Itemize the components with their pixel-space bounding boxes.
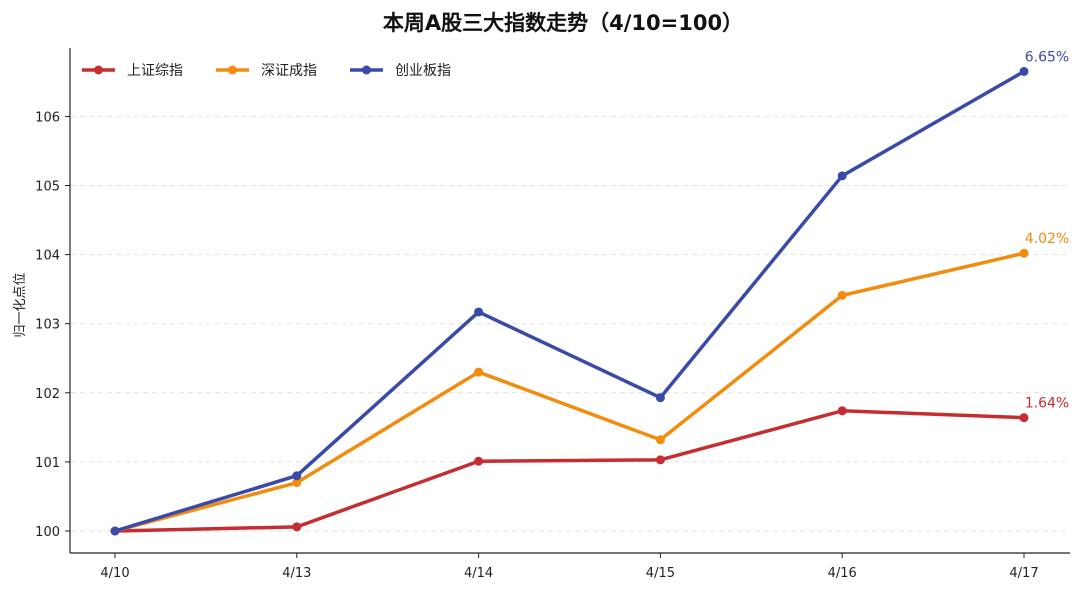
- legend: 上证综指 深证成指 创业板指: [82, 63, 451, 79]
- y-tick-label: 103: [35, 318, 60, 333]
- data-point: [292, 478, 302, 488]
- data-point: [474, 367, 484, 377]
- series-1: 1.64%: [110, 396, 1069, 536]
- data-point: [292, 522, 302, 532]
- y-axis-ticks: 100 101 102 103 104 105 106: [35, 110, 70, 540]
- data-point: [655, 435, 665, 445]
- end-change-label: 1.64%: [1025, 396, 1069, 412]
- x-tick-label: 4/14: [464, 566, 493, 581]
- x-tick-label: 4/15: [646, 566, 675, 581]
- y-axis-label: 归一化点位: [13, 272, 28, 337]
- legend-label: 创业板指: [395, 63, 451, 79]
- axes: [69, 48, 1070, 554]
- end-change-label: 6.65%: [1025, 49, 1069, 65]
- data-point: [655, 455, 665, 465]
- data-point: [655, 393, 665, 403]
- legend-marker: [228, 65, 237, 75]
- series-3: 6.65%: [110, 49, 1069, 536]
- legend-label: 深证成指: [261, 63, 317, 79]
- y-tick-label: 106: [35, 110, 60, 125]
- data-point: [837, 290, 847, 300]
- y-tick-label: 100: [35, 525, 60, 540]
- x-tick-label: 4/17: [1009, 566, 1038, 581]
- series-lines: 1.64% 4.02% 6.65%: [110, 49, 1069, 536]
- y-tick-label: 105: [35, 180, 60, 195]
- data-point: [1019, 248, 1029, 258]
- y-tick-label: 102: [35, 387, 60, 402]
- legend-item: 创业板指: [350, 63, 451, 79]
- grid-lines: [71, 115, 1070, 532]
- data-point: [837, 171, 847, 181]
- series-line: [114, 251, 1025, 533]
- x-tick-label: 4/16: [828, 566, 857, 581]
- chart-title: 本周A股三大指数走势（4/10=100）: [383, 11, 743, 35]
- series-line: [114, 69, 1025, 533]
- data-point: [1019, 66, 1029, 76]
- data-point: [292, 471, 302, 481]
- x-tick-label: 4/13: [282, 566, 311, 581]
- legend-item: 深证成指: [216, 63, 317, 79]
- legend-marker: [94, 65, 103, 75]
- x-tick-label: 4/10: [100, 566, 129, 581]
- y-tick-label: 104: [35, 249, 60, 264]
- data-point: [837, 406, 847, 416]
- end-change-label: 4.02%: [1025, 231, 1069, 247]
- x-axis-ticks: 4/10 4/13 4/14 4/15 4/16 4/17: [100, 553, 1039, 581]
- data-point: [110, 526, 120, 536]
- series-line: [114, 409, 1025, 533]
- data-point: [1019, 413, 1029, 423]
- legend-marker: [362, 65, 371, 75]
- legend-label: 上证综指: [127, 63, 183, 79]
- data-point: [474, 307, 484, 317]
- legend-item: 上证综指: [82, 63, 183, 79]
- data-point: [474, 456, 484, 466]
- y-tick-label: 101: [35, 456, 60, 471]
